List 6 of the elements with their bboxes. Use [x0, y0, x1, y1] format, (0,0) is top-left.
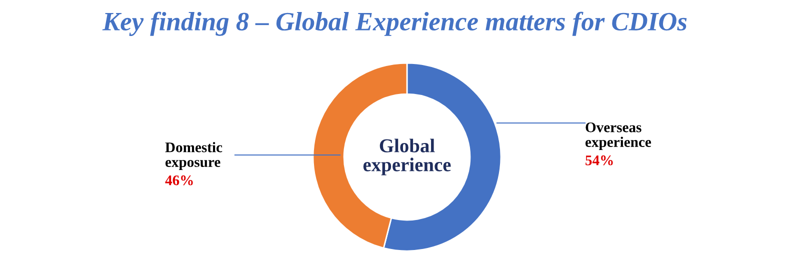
text: Global experience — [363, 138, 451, 176]
chart-title: Key finding 8 – Global Experience matters for CDIOs — [102, 12, 687, 36]
slice-label: Overseas experience — [586, 122, 652, 150]
data-label: 54% — [586, 155, 613, 166]
data-label: 46% — [165, 175, 193, 186]
slice-label: Domestic exposure — [165, 142, 222, 170]
